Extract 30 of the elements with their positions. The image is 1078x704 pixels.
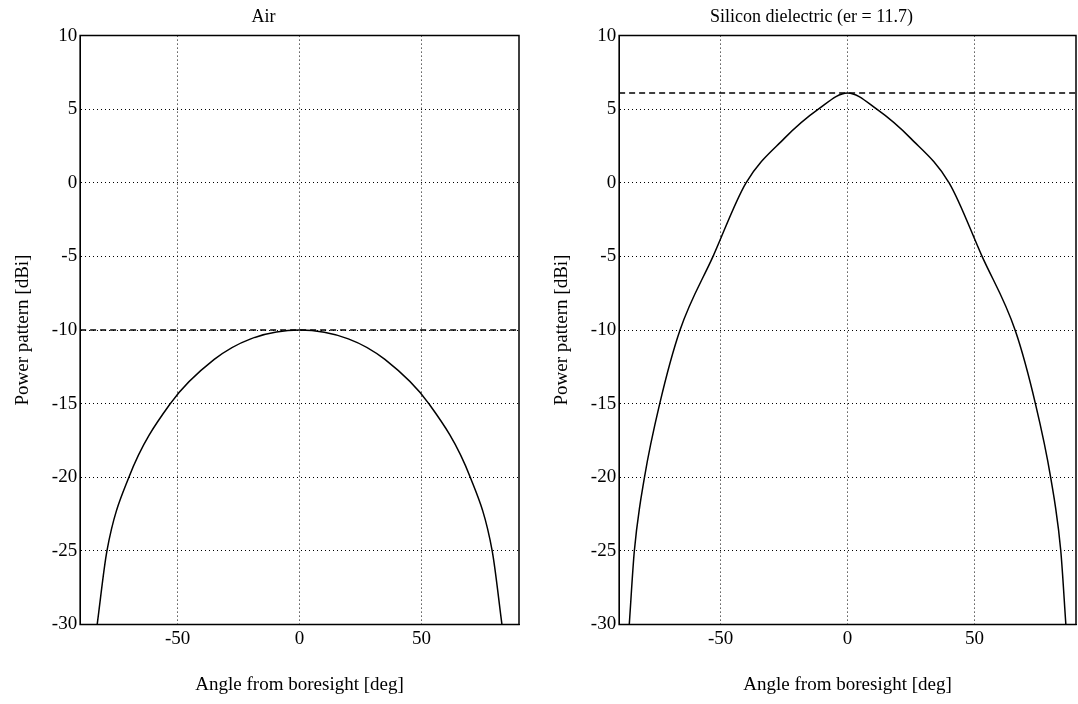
x-axis-title: Angle from boresight [deg] [743, 672, 952, 694]
y-tick-label: 0 [67, 170, 78, 192]
y-tick-label: 0 [606, 170, 617, 192]
x-axis-title: Angle from boresight [deg] [195, 672, 404, 694]
y-tick-label: -20 [51, 465, 78, 487]
y-tick-label: -15 [590, 391, 617, 413]
chart-title: Air [251, 5, 276, 26]
y-axis-title: Power pattern [dBi] [550, 254, 572, 406]
x-tick-label: 0 [294, 626, 305, 648]
x-tick-label: 50 [964, 626, 984, 648]
y-tick-label: -30 [51, 612, 78, 634]
x-tick-label: -50 [164, 626, 191, 648]
x-tick-label: 0 [842, 626, 853, 648]
y-tick-label: -15 [51, 391, 78, 413]
y-tick-label: -20 [590, 465, 617, 487]
y-tick-label: -25 [51, 538, 78, 560]
y-tick-label: 10 [597, 23, 617, 45]
y-axis-title: Power pattern [dBi] [11, 254, 33, 406]
y-tick-label: -30 [590, 612, 617, 634]
y-tick-label: -10 [590, 317, 617, 339]
y-tick-label: -10 [51, 317, 78, 339]
y-tick-label: 5 [67, 97, 78, 119]
y-tick-label: -25 [590, 538, 617, 560]
x-tick-label: 50 [411, 626, 431, 648]
x-tick-label: -50 [707, 626, 734, 648]
chart-title: Silicon dielectric (er = 11.7) [710, 5, 913, 27]
y-tick-label: -5 [600, 244, 617, 266]
y-tick-label: 10 [58, 23, 78, 45]
y-tick-label: 5 [606, 97, 617, 119]
y-tick-label: -5 [61, 244, 78, 266]
